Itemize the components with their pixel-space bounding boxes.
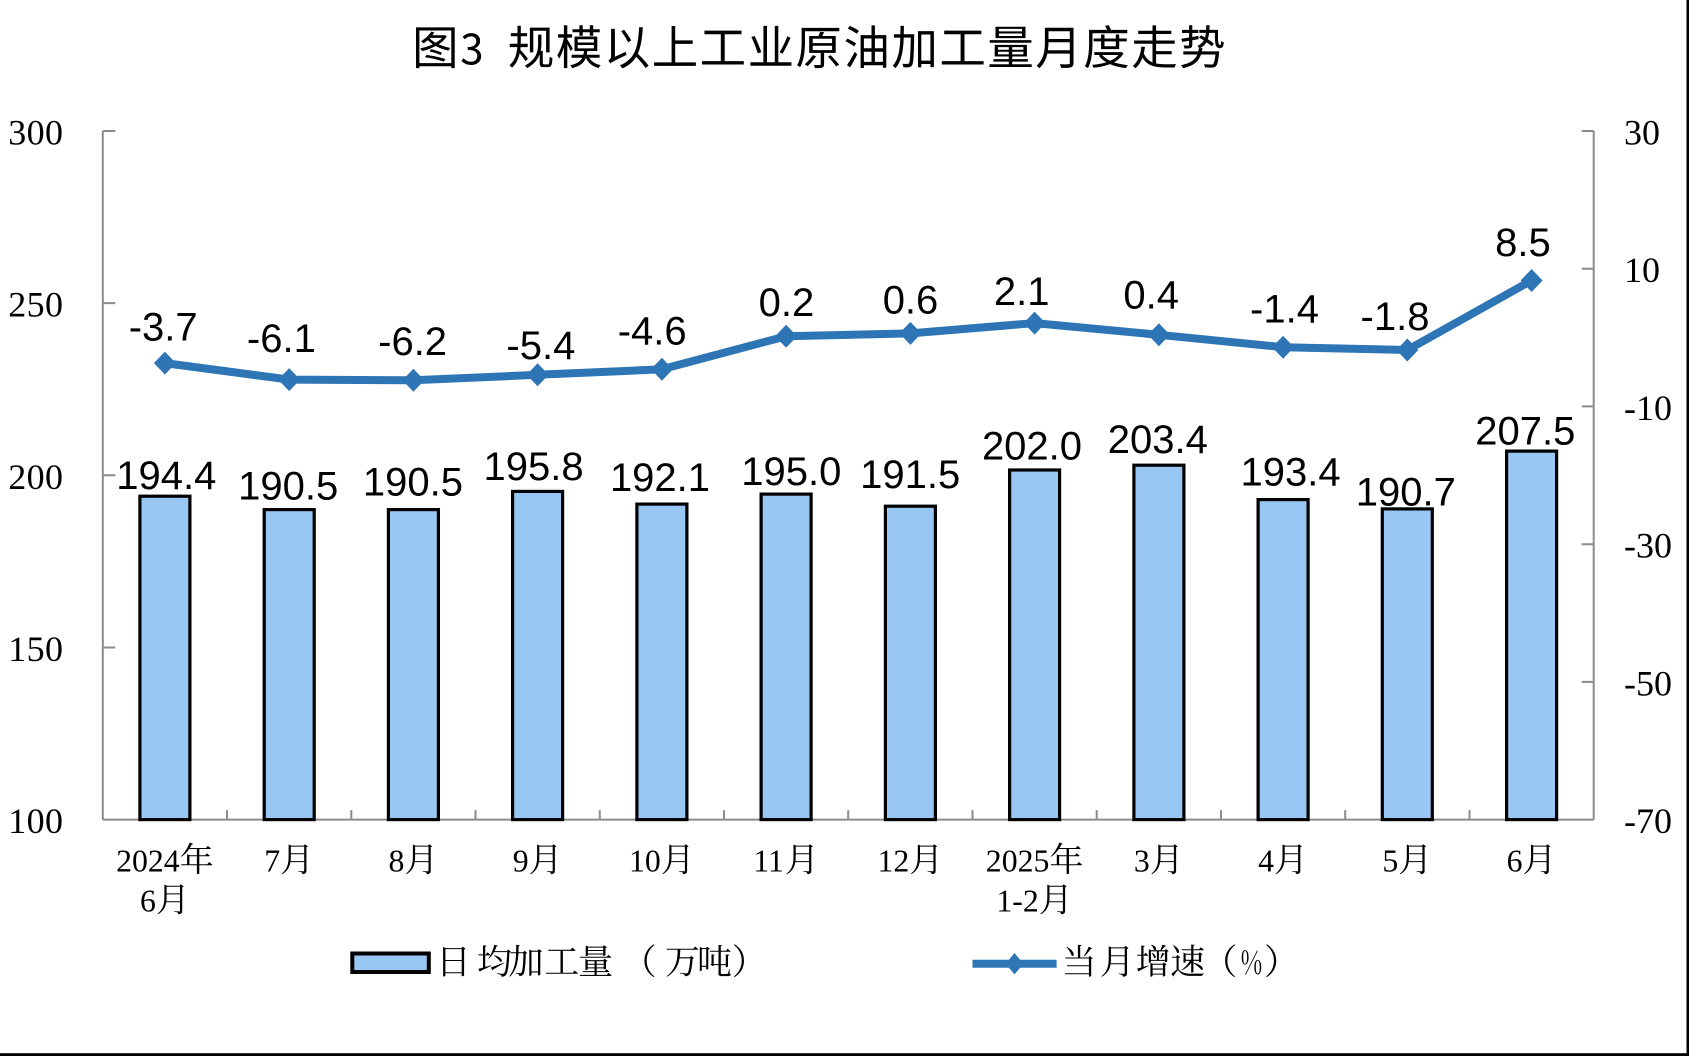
svg-text:-3.7: -3.7 — [129, 306, 198, 350]
svg-text:11: 11 — [753, 844, 784, 879]
svg-text:193.4: 193.4 — [1241, 451, 1341, 495]
svg-text:12: 12 — [878, 844, 910, 879]
svg-text:150: 150 — [8, 629, 63, 669]
svg-text:0.2: 0.2 — [759, 281, 815, 325]
svg-text:190.5: 190.5 — [363, 461, 463, 505]
svg-text:250: 250 — [8, 285, 63, 325]
svg-text:100: 100 — [8, 801, 63, 841]
svg-text:5: 5 — [1382, 844, 1398, 879]
svg-text:200: 200 — [8, 457, 63, 497]
svg-text:-30: -30 — [1624, 526, 1672, 566]
svg-text:-10: -10 — [1624, 388, 1672, 428]
svg-text:190.7: 190.7 — [1356, 470, 1456, 514]
svg-text:2024: 2024 — [116, 844, 180, 879]
svg-text:-50: -50 — [1624, 663, 1672, 703]
svg-text:190.5: 190.5 — [238, 465, 338, 509]
svg-text:-4.6: -4.6 — [618, 309, 687, 353]
svg-text:0.4: 0.4 — [1123, 274, 1179, 318]
svg-text:195.8: 195.8 — [484, 445, 584, 489]
svg-text:-1.8: -1.8 — [1361, 295, 1430, 339]
svg-text:3: 3 — [1134, 844, 1150, 879]
svg-text:2025: 2025 — [986, 844, 1050, 879]
svg-text:8: 8 — [389, 844, 405, 879]
svg-text:194.4: 194.4 — [116, 454, 216, 498]
svg-text:300: 300 — [8, 113, 63, 153]
svg-text:10: 10 — [1624, 250, 1660, 290]
svg-text:0.6: 0.6 — [883, 279, 939, 323]
svg-text:-1.4: -1.4 — [1250, 287, 1319, 331]
svg-text:207.5: 207.5 — [1475, 410, 1575, 454]
svg-text:195.0: 195.0 — [741, 450, 841, 494]
svg-text:30: 30 — [1624, 113, 1660, 153]
svg-text:6: 6 — [140, 884, 156, 919]
svg-text:203.4: 203.4 — [1108, 418, 1208, 462]
svg-text:202.0: 202.0 — [982, 425, 1082, 469]
svg-text:192.1: 192.1 — [610, 456, 710, 500]
svg-text:4: 4 — [1258, 844, 1274, 879]
svg-text:-6.1: -6.1 — [247, 317, 316, 361]
svg-text:-6.2: -6.2 — [378, 320, 447, 364]
svg-text:-5.4: -5.4 — [506, 324, 575, 368]
svg-text:9: 9 — [513, 844, 529, 879]
svg-text:2.1: 2.1 — [994, 270, 1050, 314]
svg-text:-70: -70 — [1624, 801, 1672, 841]
svg-text:7: 7 — [264, 844, 280, 879]
svg-text:10: 10 — [629, 844, 661, 879]
svg-text:8.5: 8.5 — [1495, 221, 1551, 265]
svg-text:1-2: 1-2 — [996, 884, 1038, 919]
svg-text:191.5: 191.5 — [860, 453, 960, 497]
svg-text:6: 6 — [1507, 844, 1523, 879]
